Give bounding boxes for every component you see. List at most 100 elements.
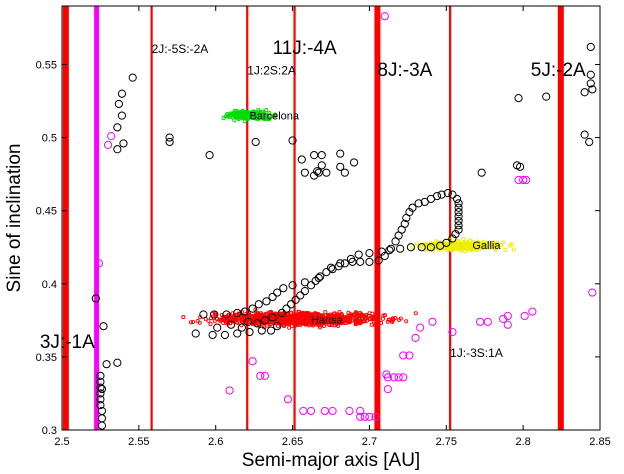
family-point <box>358 321 363 326</box>
family-point <box>493 243 498 249</box>
labels-layer: 3J:-1A 2J:-5S:-2A 1J:2S:2A 11J:-4A 8J:-3A 1J:… <box>40 38 586 360</box>
data-point <box>273 288 282 297</box>
data-point <box>317 151 326 160</box>
family-point <box>299 313 304 318</box>
data-point <box>476 317 485 326</box>
data-point <box>279 284 288 293</box>
family-point <box>382 313 388 318</box>
family-label: Barcelona <box>249 111 299 123</box>
family-point <box>371 319 376 324</box>
data-point <box>356 406 365 416</box>
family-point <box>380 316 385 321</box>
data-point <box>260 371 270 381</box>
family-point <box>282 320 287 325</box>
family-point <box>287 318 293 323</box>
data-point <box>528 307 537 316</box>
family-point <box>293 323 298 328</box>
family-point <box>273 113 278 119</box>
data-point <box>356 412 365 421</box>
family-point <box>306 316 311 321</box>
family-point <box>228 111 233 116</box>
data-point <box>99 322 108 331</box>
x-tick-label: 2.8 <box>515 436 530 448</box>
family-point <box>242 112 247 117</box>
data-point <box>405 351 414 360</box>
data-point <box>96 395 105 404</box>
resonance-label: 2J:-5S:-2A <box>152 42 209 56</box>
data-point <box>416 323 425 332</box>
family-point <box>313 316 318 321</box>
data-point <box>256 371 265 381</box>
data-point <box>385 246 394 255</box>
data-point <box>454 208 463 217</box>
family-point <box>220 316 225 321</box>
data-point <box>91 294 100 303</box>
data-point <box>316 272 325 281</box>
data-point <box>483 317 492 326</box>
data-point <box>580 130 589 139</box>
data-point <box>117 111 127 120</box>
data-point <box>586 42 595 52</box>
series-layer <box>91 12 597 430</box>
family-point <box>385 319 390 324</box>
data-point <box>117 89 127 98</box>
family-point <box>227 115 232 120</box>
family-point <box>422 243 427 248</box>
family-point <box>511 247 516 252</box>
data-point <box>371 412 380 421</box>
data-point <box>266 326 276 335</box>
family-point <box>477 241 482 246</box>
family-point <box>283 315 288 320</box>
family-point <box>267 117 272 122</box>
data-point <box>394 373 403 382</box>
data-point <box>383 384 392 394</box>
family-point <box>300 315 305 320</box>
data-point <box>399 351 408 360</box>
family-point <box>334 319 340 324</box>
data-point <box>414 199 423 208</box>
family-point <box>258 314 263 319</box>
data-point <box>296 291 305 300</box>
family-point <box>337 314 342 319</box>
data-point <box>320 406 329 416</box>
data-point <box>225 386 234 395</box>
family-point <box>308 321 313 326</box>
family-point <box>317 319 322 324</box>
family-point <box>256 107 261 112</box>
data-point <box>240 307 250 316</box>
family-point <box>262 114 267 119</box>
data-point <box>96 389 105 398</box>
data-point <box>222 310 231 319</box>
y-tick-label: 0.4 <box>42 279 57 291</box>
data-point <box>580 88 589 97</box>
x-tick-label: 2.85 <box>589 436 610 448</box>
y-tick-label: 0.5 <box>42 133 57 145</box>
family-point <box>213 312 218 317</box>
family-point <box>453 242 458 247</box>
data-point <box>380 12 389 21</box>
data-point <box>191 329 200 338</box>
family-point <box>367 311 372 316</box>
family-point <box>304 316 309 321</box>
family-point <box>501 240 506 245</box>
data-point <box>226 320 236 329</box>
family-point <box>391 317 396 322</box>
data-point <box>282 304 291 313</box>
family-clouds <box>181 107 516 330</box>
data-point <box>428 317 437 326</box>
data-point <box>96 401 105 410</box>
data-point <box>454 216 463 226</box>
data-point <box>233 308 242 318</box>
data-point <box>220 330 230 340</box>
family-point <box>345 313 351 319</box>
y-tick-label: 0.35 <box>36 352 57 364</box>
family-point <box>276 324 281 329</box>
family-point <box>337 309 342 314</box>
resonance-label: 11J:-4A <box>273 38 337 59</box>
data-point <box>248 304 257 313</box>
x-tick-label: 2.65 <box>282 436 303 448</box>
data-point <box>257 326 266 335</box>
family-point <box>472 246 477 251</box>
family-point <box>331 317 336 322</box>
data-point <box>113 145 122 154</box>
